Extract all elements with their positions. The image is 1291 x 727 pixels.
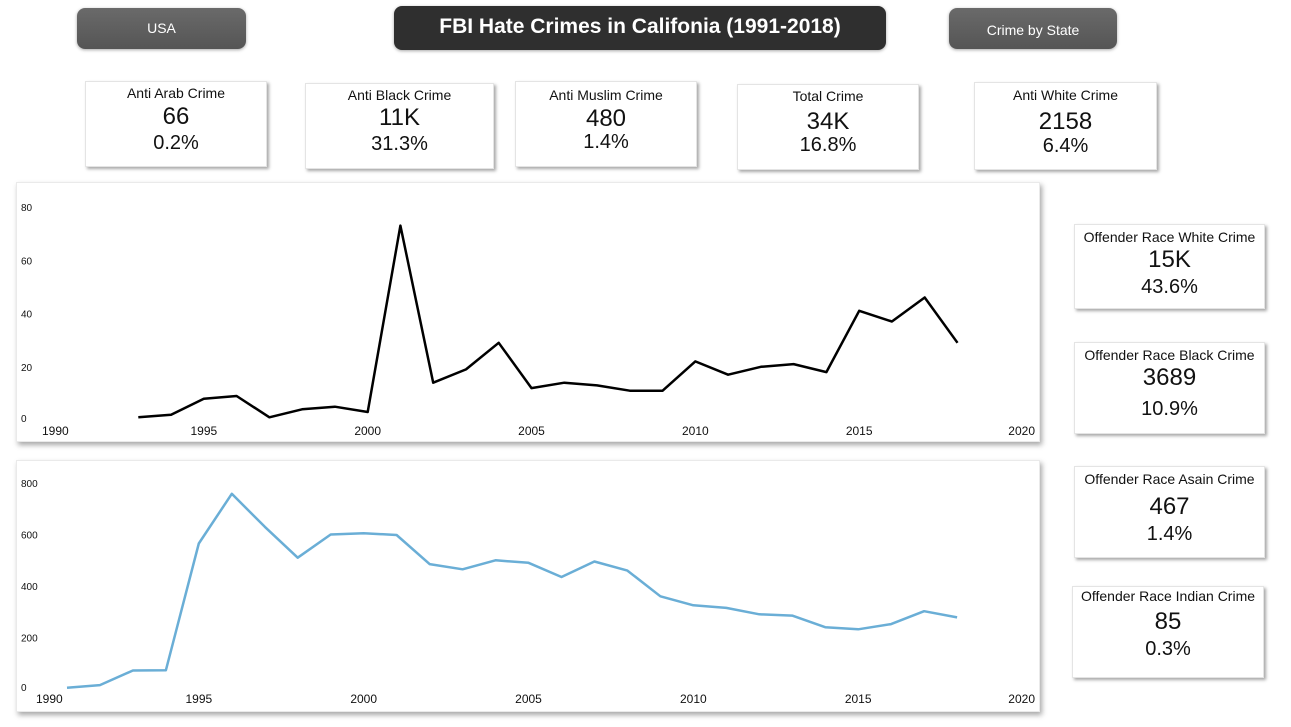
x-tick-label: 1995 [190, 424, 217, 438]
y-tick-label: 0 [21, 414, 27, 425]
side-kpi-offender-white: Offender Race White Crime 15K 43.6% [1074, 224, 1265, 309]
kpi-card-total: Total Crime 34K 16.8% [737, 84, 919, 170]
kpi-value: 15K [1148, 246, 1191, 273]
side-kpi-offender-indian: Offender Race Indian Crime 85 0.3% [1072, 586, 1264, 678]
y-tick-label: 800 [21, 479, 38, 490]
kpi-percent: 10.9% [1141, 398, 1198, 420]
kpi-percent: 0.3% [1145, 638, 1191, 660]
x-tick-label: 1990 [42, 424, 69, 438]
side-kpi-offender-asian: Offender Race Asain Crime 467 1.4% [1074, 466, 1265, 558]
kpi-label: Anti White Crime [1012, 87, 1119, 103]
kpi-card-anti-muslim: Anti Muslim Crime 480 1.4% [515, 81, 697, 167]
series-line [138, 224, 959, 419]
chart-top-box: 1990 1995 2000 2005 2010 2015 2020 0 20 40 60 80 [16, 182, 1040, 442]
kpi-label: Anti Arab Crime [126, 85, 226, 101]
kpi-value: 34K [806, 108, 850, 135]
x-tick-label: 2000 [350, 692, 377, 706]
kpi-label: Offender Race Black Crime [1084, 347, 1255, 363]
x-tick-label: 2000 [354, 424, 381, 438]
line-chart-bottom: 1990 1995 2000 2005 2010 2015 2020 0 200 400 600 80… [21, 479, 1035, 706]
x-tick-label: 2010 [680, 692, 707, 706]
kpi-label: Anti Muslim Crime [549, 87, 663, 103]
kpi-label: Offender Race White Crime [1083, 229, 1256, 245]
series-line [66, 492, 958, 689]
y-tick-label: 400 [21, 582, 38, 593]
x-tick-label: 1990 [36, 692, 63, 706]
kpi-label: Offender Race Indian Crime [1080, 588, 1256, 604]
kpi-label: Total Crime [792, 88, 864, 104]
y-tick-label: 60 [21, 256, 33, 267]
line-chart-top: 1990 1995 2000 2005 2010 2015 2020 0 20 40 60 80 [21, 203, 1035, 438]
kpi-card-anti-black: Anti Black Crime 11K 31.3% [305, 83, 494, 169]
x-tick-label: 2020 [1008, 424, 1035, 438]
x-tick-label: 2020 [1008, 692, 1035, 706]
kpi-percent: 1.4% [1146, 523, 1193, 545]
y-tick-label: 600 [21, 531, 38, 542]
kpi-card-anti-arab: Anti Arab Crime 66 0.2% [85, 81, 267, 167]
kpi-value: 66 [162, 103, 190, 130]
y-tick-label: 20 [21, 363, 33, 374]
kpi-card-anti-white: Anti White Crime 2158 6.4% [974, 82, 1157, 170]
kpi-value: 11K [379, 104, 420, 131]
y-tick-label: 40 [21, 310, 33, 321]
kpi-value: 2158 [1038, 108, 1093, 135]
kpi-value: 467 [1149, 493, 1190, 520]
kpi-percent: 31.3% [371, 133, 428, 155]
crime-by-state-button[interactable]: Crime by State [949, 8, 1117, 49]
kpi-percent: 43.6% [1141, 276, 1198, 298]
page-title: FBI Hate Crimes in Califonia (1991-2018) [394, 6, 886, 50]
x-tick-label: 2005 [515, 692, 542, 706]
kpi-value: 3689 [1142, 364, 1197, 391]
x-tick-label: 2005 [518, 424, 545, 438]
kpi-value: 480 [585, 105, 627, 132]
usa-button[interactable]: USA [77, 8, 246, 49]
x-tick-label: 2010 [682, 424, 709, 438]
kpi-percent: 6.4% [1042, 135, 1089, 157]
kpi-value: 85 [1154, 608, 1182, 635]
kpi-percent: 0.2% [153, 132, 199, 154]
kpi-label: Offender Race Asain Crime [1084, 471, 1255, 487]
x-tick-label: 2015 [846, 424, 873, 438]
y-tick-label: 80 [21, 203, 33, 214]
chart-bottom-box: 1990 1995 2000 2005 2010 2015 2020 0 200 400 600 80… [16, 460, 1040, 712]
y-tick-label: 200 [21, 634, 38, 645]
y-tick-label: 0 [21, 683, 27, 694]
x-tick-label: 2015 [845, 692, 872, 706]
kpi-percent: 1.4% [583, 131, 629, 153]
x-tick-label: 1995 [185, 692, 212, 706]
kpi-percent: 16.8% [799, 134, 857, 156]
kpi-label: Anti Black Crime [347, 87, 452, 103]
side-kpi-offender-black: Offender Race Black Crime 3689 10.9% [1074, 342, 1265, 434]
